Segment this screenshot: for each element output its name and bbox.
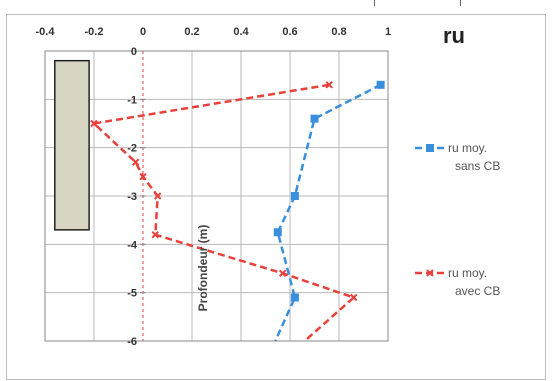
y-tick-label: -5	[127, 288, 137, 300]
plot-border	[44, 50, 389, 342]
x-tick-label: 0.4	[233, 26, 249, 38]
series-sans-cb-marker	[290, 293, 299, 302]
y-tick-label: -2	[127, 143, 137, 155]
bracket-right	[460, 0, 461, 6]
x-tick-label: 0.8	[331, 26, 346, 38]
legend-sans-cb-label-line1: ru moy.	[448, 141, 487, 155]
x-tick-label: 1	[385, 26, 391, 38]
x-tick-label: -0.2	[85, 26, 104, 38]
legend-avec-cb-label-line1: ru moy.	[448, 266, 487, 280]
legend-sans-cb-label-line2: sans CB	[455, 159, 500, 173]
y-axis-label: Profondeur (m)	[196, 225, 210, 312]
chart-title: ru	[443, 23, 465, 48]
series-sans-cb-marker	[273, 228, 282, 237]
series-layer	[90, 80, 385, 342]
legend-avec-cb-label-line2: avec CB	[455, 284, 500, 298]
x-tick-label: -0.4	[36, 26, 56, 38]
axis-layer: -0.4 -0.2 0 0.2 0.4 0.6 0.8 1 0 -1 -2 -3 -4 -5 -6	[36, 26, 392, 348]
header-fragment	[0, 0, 552, 14]
series-sans-cb-marker	[376, 80, 385, 89]
series-avec-cb-marker	[349, 293, 358, 302]
bracket-left	[374, 0, 375, 6]
y-tick-label: -6	[127, 336, 137, 348]
series-avec-cb-marker	[90, 119, 98, 128]
legend-sans-cb-marker	[426, 144, 434, 152]
soil-layer-bar	[54, 59, 90, 231]
x-tick-label: 0.2	[184, 26, 199, 38]
y-tick-label: 0	[131, 46, 137, 58]
y-tick-label: -4	[127, 239, 138, 251]
chart-frame	[6, 14, 546, 380]
legend-avec-cb-marker	[426, 269, 434, 277]
series-avec-cb-marker	[151, 230, 159, 239]
series-sans-cb-line	[274, 83, 382, 342]
series-avec-cb-marker	[139, 172, 147, 181]
series-avec-cb-marker	[278, 269, 287, 278]
series-avec-cb-marker	[325, 81, 333, 89]
series-avec-cb-line	[91, 83, 357, 342]
y-tick-label: -3	[127, 191, 137, 203]
x-tick-label: 0	[140, 26, 146, 38]
series-avec-cb-marker	[153, 192, 162, 200]
grid-layer	[44, 50, 389, 342]
x-tick-label: 0.6	[282, 26, 297, 38]
annotation-layer	[54, 59, 90, 231]
series-sans-cb-marker	[290, 192, 299, 200]
legend-layer: ru moy. sans CB ru moy. avec CB	[415, 141, 500, 298]
series-sans-cb-marker	[310, 114, 319, 123]
series-avec-cb-marker	[131, 158, 140, 166]
y-tick-label: -1	[127, 94, 137, 106]
